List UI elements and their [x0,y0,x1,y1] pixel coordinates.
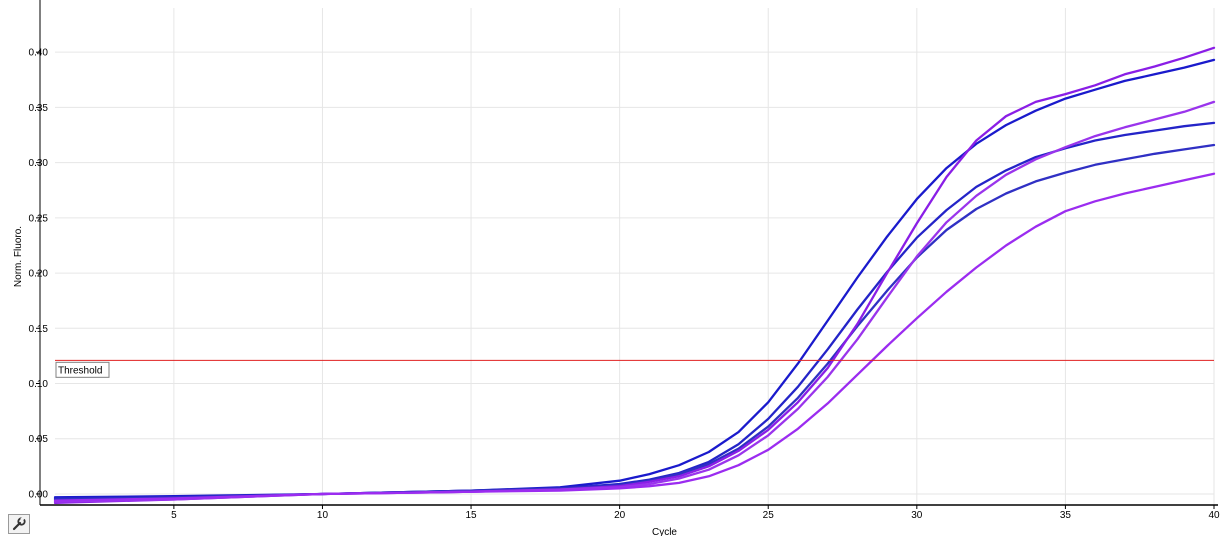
grid [55,8,1215,505]
amplification-curves [53,46,1216,504]
y-tick-label: 0.40 [29,48,49,59]
y-tick-label: 0.00 [29,489,49,500]
y-tick-label: 0.30 [29,158,49,169]
threshold-label-box [55,361,110,378]
amplification-curve [53,58,1216,499]
y-tick-label: 0.15 [29,324,49,335]
amplification-curve [53,46,1216,504]
amplification-curve [53,100,1216,503]
threshold-label: Threshold [58,365,102,376]
y-tick-label: 0.10 [29,379,49,390]
x-tick-label: 35 [1060,510,1072,521]
x-tick-label: 40 [1208,510,1220,521]
x-axis-title: Cycle [652,527,677,536]
x-tick-label: 20 [614,510,626,521]
y-tick-label: 0.05 [29,434,49,445]
wrench-icon [12,516,26,531]
x-tick-label: 25 [763,510,775,521]
x-tick-label: 10 [317,510,329,521]
wrench-tool-button[interactable] [8,514,30,534]
amplification-curve [53,143,1216,501]
y-tick-label: 0.35 [29,103,49,114]
x-tick-label: 15 [465,510,477,521]
y-tick-label: 0.20 [29,269,49,280]
y-axis-title: Norm. Fluoro. [13,226,24,287]
axes [36,0,1218,509]
y-tick-label: 0.25 [29,213,49,224]
threshold[interactable]: Threshold [55,359,1214,378]
tick-labels: 5 10 15 20 25 30 35 40 0.00 0.05 0.10 0.15 0.20 0.25 0… [29,48,1220,521]
x-tick-label: 5 [171,510,177,521]
amplification-curve [53,172,1216,502]
x-tick-label: 30 [911,510,923,521]
